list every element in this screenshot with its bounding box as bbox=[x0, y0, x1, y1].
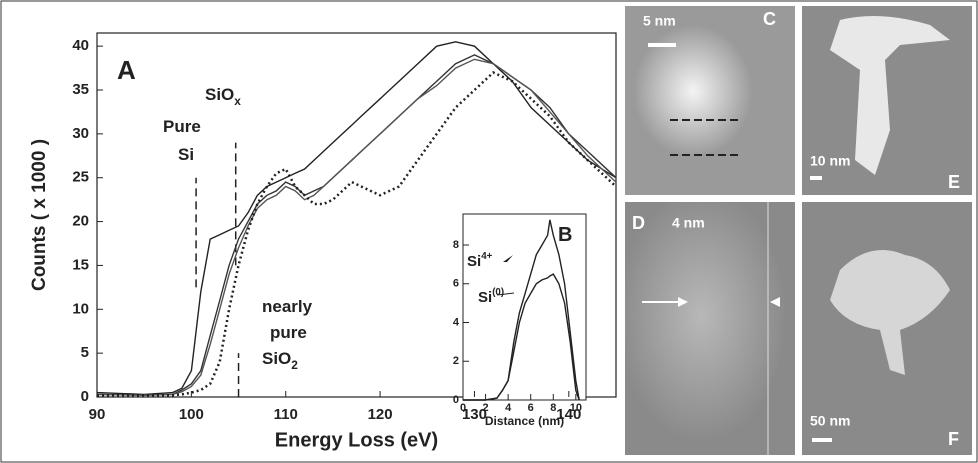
arrow-head bbox=[503, 255, 513, 262]
annotation-sub: x bbox=[234, 94, 241, 108]
image-scale: 50 nm bbox=[810, 413, 850, 429]
x-tick-label: 110 bbox=[274, 406, 298, 423]
annotation-text: SiO bbox=[205, 85, 234, 104]
particle bbox=[830, 16, 950, 175]
y-tick-label: 10 bbox=[72, 300, 89, 317]
x-tick-label: 100 bbox=[179, 406, 204, 423]
image-scale: 5 nm bbox=[643, 13, 676, 29]
annotation-text: Si bbox=[478, 289, 492, 306]
y-tick-label: 5 bbox=[81, 344, 89, 361]
annotation-text: SiO bbox=[262, 349, 291, 368]
arrow-head bbox=[678, 297, 688, 307]
y-axis-label: Counts ( x 1000 ) bbox=[29, 139, 50, 291]
image-label: D bbox=[632, 213, 645, 233]
annotation: nearly bbox=[262, 297, 313, 316]
x-tick-label: 120 bbox=[368, 406, 393, 423]
annotation-sub: 2 bbox=[291, 358, 298, 372]
particle bbox=[830, 250, 950, 375]
y-tick-label: 25 bbox=[72, 169, 89, 186]
y-tick-label: 40 bbox=[72, 37, 89, 54]
annotation: SiOx bbox=[205, 85, 241, 108]
arrow bbox=[496, 292, 515, 296]
image-scale: 10 nm bbox=[810, 153, 850, 169]
annotation-text: pure bbox=[270, 323, 307, 342]
series-line bbox=[96, 58, 617, 396]
annotation: Si4+ bbox=[467, 251, 493, 270]
x-tick-label: 130 bbox=[462, 406, 487, 423]
annotation: SiO2 bbox=[262, 349, 298, 372]
x-tick-label: 8 bbox=[550, 402, 556, 414]
annotation: Si(0) bbox=[478, 287, 504, 306]
annotation: A bbox=[117, 55, 136, 85]
annotation-text: Si bbox=[467, 253, 481, 270]
annotation: Si bbox=[178, 145, 194, 164]
image-scale: 4 nm bbox=[672, 215, 705, 231]
annotation-text: A bbox=[117, 55, 136, 85]
annotation-sup: (0) bbox=[492, 287, 504, 298]
image-label: E bbox=[948, 172, 960, 192]
image-c bbox=[625, 6, 795, 195]
x-tick-label: 6 bbox=[528, 402, 534, 414]
image-label: C bbox=[763, 9, 776, 29]
y-tick-label: 15 bbox=[72, 256, 89, 273]
x-tick-label: 0 bbox=[460, 402, 466, 414]
x-tick-label: 90 bbox=[89, 406, 106, 423]
series-line bbox=[463, 273, 580, 401]
image-d bbox=[625, 202, 795, 455]
x-axis-label: Energy Loss (eV) bbox=[275, 429, 438, 451]
annotation: B bbox=[558, 224, 572, 246]
annotation-text: Pure bbox=[163, 117, 201, 136]
y-tick-label: 20 bbox=[72, 213, 89, 230]
annotation: Pure bbox=[163, 117, 201, 136]
x-tick-label: 10 bbox=[570, 402, 582, 414]
arrow-head bbox=[770, 297, 780, 307]
x-tick-label: 2 bbox=[483, 402, 489, 414]
annotation-text: nearly bbox=[262, 297, 313, 316]
plot-frame bbox=[96, 32, 617, 398]
y-tick-label: 8 bbox=[453, 239, 459, 251]
image-label: F bbox=[948, 429, 959, 449]
x-tick-label: 4 bbox=[505, 402, 512, 414]
x-axis-label: Distance (nm) bbox=[485, 414, 564, 428]
y-tick-label: 2 bbox=[453, 355, 459, 367]
y-tick-label: 35 bbox=[72, 81, 89, 98]
annotation-text: B bbox=[558, 224, 572, 246]
annotation-text: Si bbox=[178, 145, 194, 164]
annotation: pure bbox=[270, 323, 307, 342]
y-tick-label: 0 bbox=[81, 388, 89, 405]
y-tick-label: 0 bbox=[453, 394, 459, 406]
y-tick-label: 4 bbox=[453, 316, 460, 328]
y-tick-label: 30 bbox=[72, 125, 89, 142]
annotation-sup: 4+ bbox=[481, 251, 492, 262]
y-tick-label: 6 bbox=[453, 278, 459, 290]
x-tick-label: 140 bbox=[556, 406, 581, 423]
